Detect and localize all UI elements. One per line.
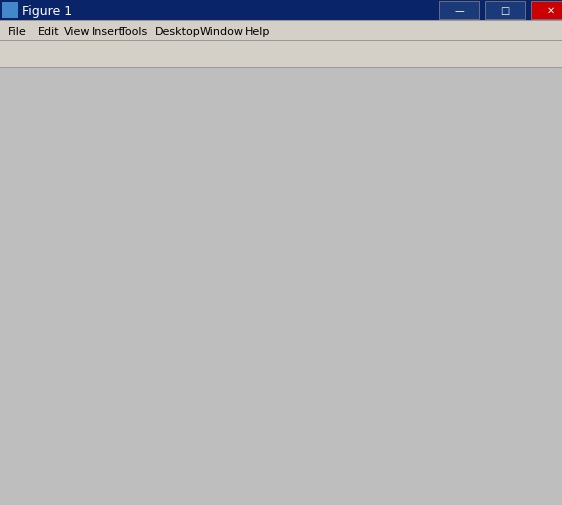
Text: View: View bbox=[64, 27, 90, 37]
Point bbox=[449, 409, 458, 417]
Point bbox=[71, 461, 80, 469]
Point bbox=[464, 401, 473, 410]
Point bbox=[358, 437, 367, 445]
Point bbox=[101, 461, 110, 469]
Point bbox=[479, 393, 488, 401]
Point bbox=[373, 434, 382, 442]
Point bbox=[116, 461, 125, 469]
Point bbox=[313, 447, 322, 455]
Point bbox=[298, 450, 307, 458]
Point bbox=[192, 459, 201, 467]
Point bbox=[268, 453, 277, 462]
Point bbox=[555, 347, 562, 355]
Text: Figure 1: Figure 1 bbox=[22, 5, 72, 18]
Text: Tools: Tools bbox=[120, 27, 147, 37]
Text: Edit: Edit bbox=[38, 27, 60, 37]
Point bbox=[525, 368, 534, 376]
Point bbox=[222, 458, 231, 466]
Point bbox=[555, 347, 562, 355]
Text: □: □ bbox=[500, 6, 510, 16]
Text: ✕: ✕ bbox=[547, 6, 555, 16]
Point bbox=[146, 460, 155, 468]
Point bbox=[56, 461, 65, 469]
Text: File: File bbox=[8, 27, 27, 37]
Text: Insert: Insert bbox=[92, 27, 124, 37]
Point bbox=[540, 357, 549, 365]
Point bbox=[131, 461, 140, 469]
Point bbox=[510, 377, 519, 385]
Point bbox=[86, 461, 95, 469]
Point bbox=[237, 457, 246, 465]
Point bbox=[252, 455, 261, 463]
Point bbox=[343, 441, 352, 449]
Point bbox=[328, 444, 337, 452]
Text: Window: Window bbox=[200, 27, 244, 37]
Text: Help: Help bbox=[245, 27, 270, 37]
Point bbox=[419, 420, 428, 428]
Point bbox=[283, 451, 292, 460]
Point bbox=[161, 460, 170, 468]
Point bbox=[495, 386, 504, 394]
Point bbox=[176, 459, 185, 467]
Point bbox=[388, 430, 397, 438]
Text: —: — bbox=[454, 6, 464, 16]
Point bbox=[434, 414, 443, 422]
Point bbox=[404, 425, 413, 433]
Text: Desktop: Desktop bbox=[155, 27, 201, 37]
Point bbox=[207, 458, 216, 466]
